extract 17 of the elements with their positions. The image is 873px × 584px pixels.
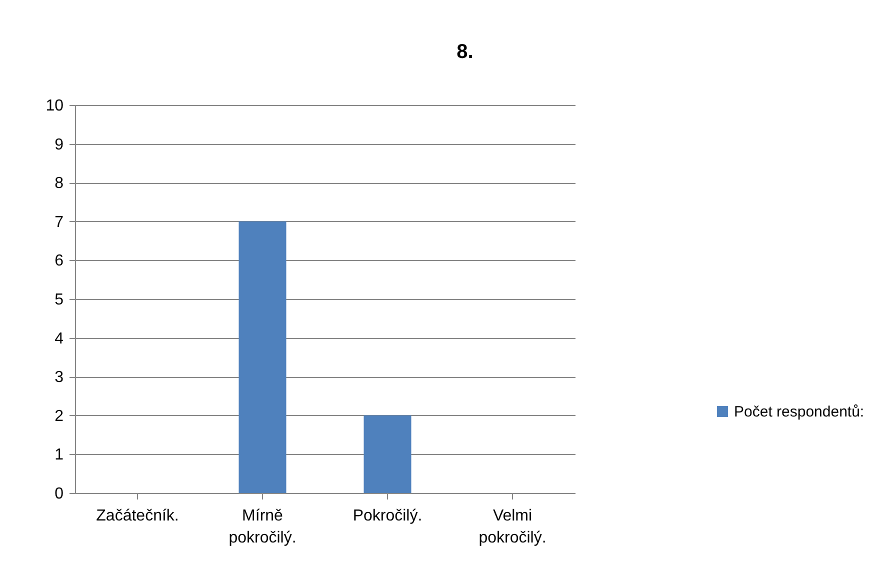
y-tick-label: 8 <box>54 175 64 192</box>
y-tick-label: 10 <box>46 98 64 114</box>
x-tick-label: Velmi pokročilý. <box>478 508 546 546</box>
y-tick-label: 0 <box>54 486 64 502</box>
x-tick-label: Pokročilý. <box>352 508 422 524</box>
y-tick-label: 2 <box>54 408 64 425</box>
y-tick-label: 6 <box>54 252 64 270</box>
chart-title: 8. <box>456 41 474 63</box>
y-tick-label: 1 <box>54 446 64 464</box>
y-tick-label: 5 <box>54 292 64 308</box>
x-tick-label: Mírně pokročilý. <box>228 508 296 546</box>
legend-label: Počet respondentů: <box>734 404 864 420</box>
x-tick-label: Začátečník. <box>96 508 179 524</box>
y-tick-label: 3 <box>54 369 64 386</box>
y-tick-label: 9 <box>54 136 64 154</box>
y-tick-label: 4 <box>54 330 64 348</box>
y-tick-label: 7 <box>54 214 64 231</box>
